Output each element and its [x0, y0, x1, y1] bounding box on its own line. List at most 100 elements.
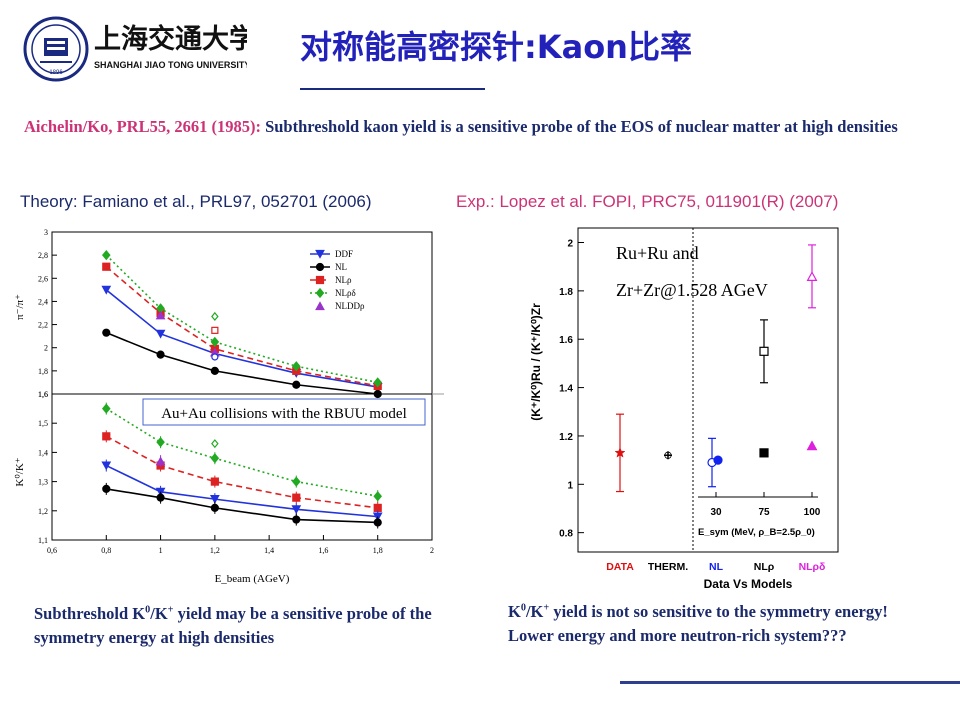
- y-tick-label: 2,6: [38, 274, 48, 283]
- right-caption-part: yield is not so sensitive to the symmetr…: [508, 602, 888, 645]
- data-point: [210, 503, 219, 512]
- experiment-plot: 0.8 1 1.2 1.4 1.6 1.8 2 DATA THERM. NL NLρ NLρδ 30 75…: [520, 222, 850, 597]
- y-tick-label: 1,2: [38, 507, 48, 516]
- data-point: [156, 493, 165, 502]
- inner-axis-label: E_sym (MeV, ρ_B=2.5ρ_0): [698, 527, 815, 538]
- data-point: [155, 310, 166, 320]
- data-point: [101, 285, 112, 295]
- right-caption-part: K: [508, 602, 521, 621]
- data-point: [759, 448, 769, 458]
- legend-marker: [315, 262, 325, 272]
- y-tick-label: 2,4: [38, 297, 48, 306]
- university-logo: 1896 上海交通大学 SHANGHAI JIAO TONG UNIVERSIT…: [23, 16, 247, 82]
- data-point: [102, 250, 111, 261]
- logo-year: 1896: [49, 70, 63, 76]
- x-tick-label: 1,4: [264, 546, 274, 555]
- data-point: [101, 461, 112, 471]
- left-caption-part: yield may be a sensitive probe of the sy…: [34, 604, 432, 647]
- inner-axis-tick-label: 100: [804, 507, 821, 518]
- model-label: Au+Au collisions with the RBUU model: [161, 406, 407, 422]
- data-point: [210, 336, 220, 348]
- plot-frame: [577, 227, 839, 553]
- legend-marker: [315, 249, 325, 259]
- data-point: [209, 495, 220, 504]
- y-tick-label: 1.6: [559, 335, 573, 346]
- x-tick-label: 1,6: [318, 546, 328, 555]
- y-tick-label: 1,6: [38, 390, 48, 399]
- citation-text: Subthreshold kaon yield is a sensitive p…: [265, 117, 898, 136]
- right-xlabel: Data Vs Models: [704, 577, 793, 591]
- category-label: DATA: [606, 561, 634, 573]
- left-caption-sup: +: [167, 604, 174, 616]
- bottom-xlabel: E_beam (AGeV): [215, 573, 290, 585]
- y-tick-label: 2: [567, 239, 573, 250]
- data-point: [210, 366, 219, 375]
- data-point: [291, 505, 302, 515]
- data-point: [102, 403, 111, 414]
- data-point: [292, 361, 301, 372]
- model-label-box: [142, 398, 426, 426]
- logo-name-en: SHANGHAI JIAO TONG UNIVERSITY: [94, 60, 247, 70]
- x-tick-label: 1: [159, 546, 163, 555]
- category-label: NLρδ: [799, 561, 826, 573]
- open-data-point: [211, 439, 219, 449]
- category-label: NL: [709, 561, 724, 573]
- series-line: [105, 254, 378, 384]
- right-caption: K0/K+ yield is not so sensitive to the s…: [508, 600, 928, 648]
- left-caption-sup: 0: [145, 604, 151, 616]
- data-point-ring: [664, 451, 672, 459]
- x-tick-label: 0,8: [101, 546, 111, 555]
- category-label: NLρ: [754, 561, 775, 573]
- data-point: [292, 515, 301, 524]
- y-tick-label: 2: [44, 344, 48, 353]
- data-point: [102, 262, 111, 271]
- data-point: [210, 453, 220, 464]
- legend-marker: [315, 275, 325, 285]
- title-underline: [300, 88, 485, 90]
- x-tick-label: 2: [430, 546, 434, 555]
- data-point: [210, 477, 219, 486]
- bottom-ylabel: K⁰/K⁺: [14, 457, 26, 486]
- plot-frame: [51, 231, 433, 541]
- x-tick-label: 1,2: [210, 546, 220, 555]
- y-tick-label: 1,3: [38, 478, 48, 487]
- reaction-annotation-line2: Zr+Zr@1.528 AGeV: [616, 280, 768, 300]
- left-caption: Subthreshold K0/K+ yield may be a sensit…: [34, 602, 464, 650]
- citation-block: Aichelin/Ko, PRL55, 2661 (1985): Subthre…: [24, 114, 904, 139]
- y-tick-label: 2,8: [38, 251, 48, 260]
- x-tick-label: 0,6: [47, 546, 57, 555]
- data-point: [102, 328, 111, 337]
- y-tick-label: 1,4: [38, 448, 48, 457]
- y-tick-label: 1.4: [559, 384, 573, 395]
- data-point: [806, 271, 818, 281]
- y-tick-label: 1,5: [38, 419, 48, 428]
- data-point: [155, 456, 166, 466]
- legend-box: [305, 244, 391, 332]
- experiment-reference: Exp.: Lopez et al. FOPI, PRC75, 011901(R…: [456, 192, 839, 211]
- legend-label: NLρδ: [335, 288, 356, 298]
- open-data-point: [211, 311, 219, 322]
- data-point: [156, 350, 165, 359]
- legend-marker: [315, 301, 325, 311]
- inner-axis-tick-label: 75: [758, 507, 770, 518]
- inner-axis-tick-label: 30: [710, 507, 722, 518]
- legend-marker: [315, 287, 325, 299]
- right-ylabel: (K⁺/K⁰)Ru / (K⁺/K⁰)Zr: [529, 303, 543, 421]
- university-seal: [23, 16, 89, 82]
- right-caption-sup: +: [543, 602, 550, 614]
- y-tick-label: 1: [567, 480, 573, 491]
- data-point: [373, 389, 382, 399]
- data-point: [373, 503, 382, 512]
- data-point: [614, 446, 626, 458]
- data-point: [102, 432, 111, 441]
- data-point: [156, 437, 165, 448]
- right-caption-part: /K: [525, 602, 544, 621]
- right-caption-sup: 0: [520, 602, 526, 614]
- y-tick-label: 1.2: [559, 432, 573, 443]
- reaction-annotation-line1: Ru+Ru and: [616, 243, 699, 263]
- series-line: [105, 435, 378, 509]
- data-point: [292, 476, 301, 487]
- legend-label: NLρ: [335, 275, 352, 285]
- top-ylabel: π⁻/π⁺: [14, 294, 26, 320]
- left-caption-part: Subthreshold K: [34, 604, 146, 623]
